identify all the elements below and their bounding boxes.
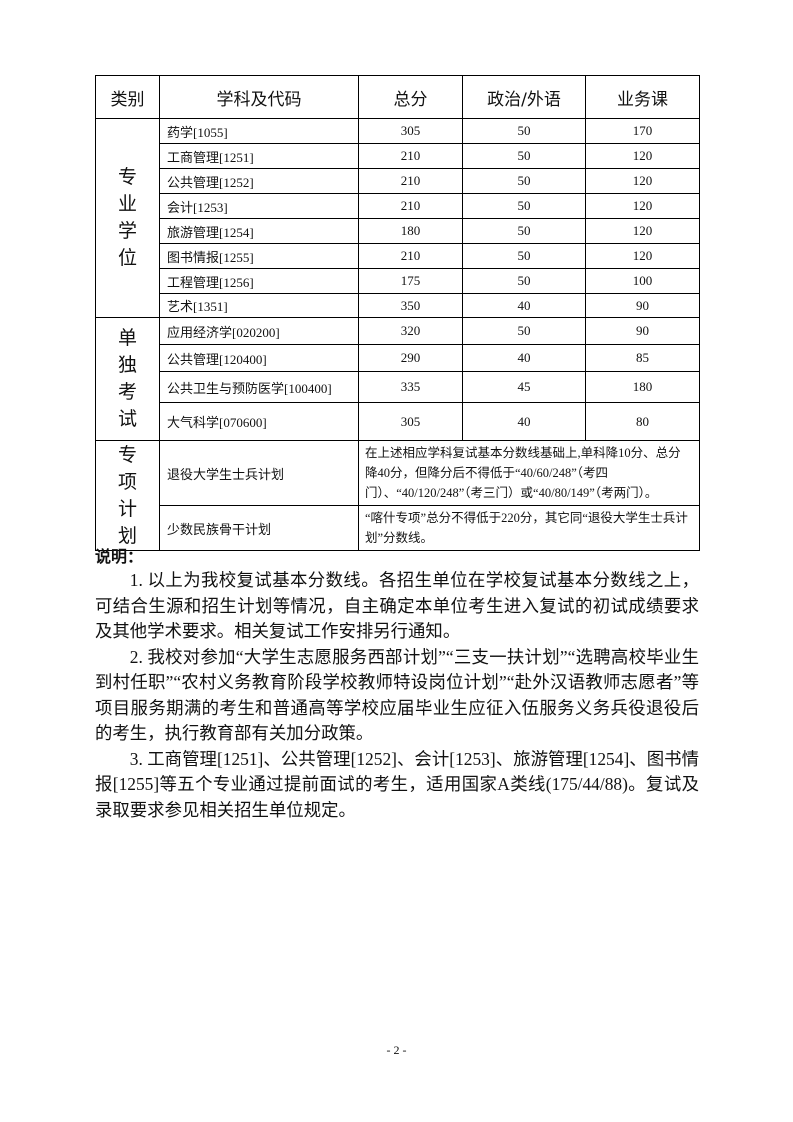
total-score-cell: 290	[358, 344, 463, 372]
table-row: 大气科学[070600] 305 40 80	[96, 402, 700, 441]
header-subject: 学科及代码	[159, 75, 359, 119]
table-row: 会计[1253] 210 50 120	[96, 193, 700, 219]
table-row: 公共管理[120400] 290 40 85	[96, 344, 700, 372]
category-char: 单	[117, 327, 137, 349]
category-char: 专	[117, 443, 137, 466]
table-row: 公共卫生与预防医学[100400] 335 45 180	[96, 371, 700, 403]
table-row: 图书情报[1255] 210 50 120	[96, 243, 700, 269]
header-politics-language: 政治/外语	[462, 75, 586, 119]
category-cell: 专业学位	[95, 118, 160, 318]
subject-cell: 药学[1055]	[159, 118, 359, 144]
major-course-cell: 180	[585, 371, 700, 403]
total-score-cell: 320	[358, 317, 463, 345]
note-item: 1. 以上为我校复试基本分数线。各招生单位在学校复试基本分数线之上，可结合生源和…	[95, 570, 699, 641]
page-number: - 2 -	[386, 1043, 407, 1057]
category-cell: 专项计划	[95, 440, 160, 551]
table-row: 专项计划退役大学生士兵计划 在上述相应学科复试基本分数线基础上,单科降10分、总分…	[95, 440, 700, 551]
table-row: 少数民族骨干计划 “喀什专项”总分不得低于220分，其它同“退役大学生士兵计划”分…	[96, 505, 700, 551]
table-row: 旅游管理[1254] 180 50 120	[96, 218, 700, 244]
subject-cell: 图书情报[1255]	[159, 243, 359, 269]
politics-language-cell: 50	[462, 143, 586, 169]
politics-language-cell: 50	[462, 193, 586, 219]
major-course-cell: 120	[585, 218, 700, 244]
category-char: 学	[117, 220, 137, 242]
category-char: 业	[117, 193, 137, 215]
subject-cell: 应用经济学[020200]	[159, 317, 359, 345]
major-course-cell: 120	[585, 243, 700, 269]
category-char: 试	[117, 408, 137, 430]
subject-cell: 公共卫生与预防医学[100400]	[159, 371, 359, 403]
table-row: 专业学位药学[1055] 305 50 170	[95, 118, 700, 318]
total-score-cell: 305	[358, 118, 463, 144]
major-course-cell: 100	[585, 268, 700, 294]
major-course-cell: 170	[585, 118, 700, 144]
major-course-cell: 90	[585, 317, 700, 345]
header-major-course: 业务课	[585, 75, 700, 119]
table-row: 公共管理[1252] 210 50 120	[96, 168, 700, 194]
politics-language-cell: 50	[462, 168, 586, 194]
total-score-cell: 210	[358, 143, 463, 169]
note-item: 2. 我校对参加“大学生志愿服务西部计划”“三支一扶计划”“选聘高校毕业生到村任…	[95, 646, 699, 744]
subject-cell: 公共管理[1252]	[159, 168, 359, 194]
category-char: 考	[117, 381, 137, 403]
subject-cell: 退役大学生士兵计划	[159, 440, 359, 506]
total-score-cell: 210	[358, 168, 463, 194]
category-char: 位	[117, 247, 137, 269]
subject-cell: 工商管理[1251]	[159, 143, 359, 169]
category-char: 独	[117, 354, 137, 376]
notes-heading: 说明：	[95, 547, 144, 566]
subject-cell: 少数民族骨干计划	[159, 505, 359, 551]
subject-cell: 大气科学[070600]	[159, 402, 359, 441]
table-row: 工程管理[1256] 175 50 100	[96, 268, 700, 294]
politics-language-cell: 50	[462, 118, 586, 144]
table-row: 艺术[1351] 350 40 90	[96, 293, 700, 318]
major-course-cell: 120	[585, 143, 700, 169]
subject-cell: 公共管理[120400]	[159, 344, 359, 372]
score-table: 类别 学科及代码 总分 政治/外语 业务课 专业学位药学[1055] 305 50 1…	[95, 75, 700, 551]
table-header-row: 类别 学科及代码 总分 政治/外语 业务课	[95, 75, 700, 119]
header-total: 总分	[358, 75, 463, 119]
subject-cell: 艺术[1351]	[159, 293, 359, 318]
total-score-cell: 180	[358, 218, 463, 244]
major-course-cell: 90	[585, 293, 700, 318]
total-score-cell: 335	[358, 371, 463, 403]
politics-language-cell: 40	[462, 402, 586, 441]
total-score-cell: 175	[358, 268, 463, 294]
subject-cell: 工程管理[1256]	[159, 268, 359, 294]
category-cell: 单独考试	[95, 317, 160, 441]
politics-language-cell: 50	[462, 218, 586, 244]
policy-note-cell: “喀什专项”总分不得低于220分，其它同“退役大学生士兵计划”分数线。	[358, 505, 700, 551]
politics-language-cell: 50	[462, 268, 586, 294]
subject-cell: 旅游管理[1254]	[159, 218, 359, 244]
header-category: 类别	[95, 75, 160, 119]
politics-language-cell: 50	[462, 317, 586, 345]
total-score-cell: 350	[358, 293, 463, 318]
note-item: 3. 工商管理[1251]、公共管理[1252]、会计[1253]、旅游管理[1…	[95, 748, 699, 820]
major-course-cell: 120	[585, 168, 700, 194]
politics-language-cell: 45	[462, 371, 586, 403]
table-row: 工商管理[1251] 210 50 120	[96, 143, 700, 169]
major-course-cell: 120	[585, 193, 700, 219]
politics-language-cell: 40	[462, 344, 586, 372]
policy-note-cell: 在上述相应学科复试基本分数线基础上,单科降10分、总分降40分，但降分后不得低于…	[358, 440, 700, 506]
politics-language-cell: 40	[462, 293, 586, 318]
total-score-cell: 210	[358, 193, 463, 219]
subject-cell: 会计[1253]	[159, 193, 359, 219]
politics-language-cell: 50	[462, 243, 586, 269]
category-char: 专	[117, 166, 137, 188]
category-char: 计	[117, 497, 137, 520]
major-course-cell: 80	[585, 402, 700, 441]
notes-section: 说明： 1. 以上为我校复试基本分数线。各招生单位在学校复试基本分数线之上，可结…	[95, 546, 699, 823]
table-row: 单独考试应用经济学[020200] 320 50 90	[95, 317, 700, 441]
category-char: 项	[117, 470, 137, 493]
total-score-cell: 305	[358, 402, 463, 441]
total-score-cell: 210	[358, 243, 463, 269]
category-char: 划	[117, 524, 137, 547]
major-course-cell: 85	[585, 344, 700, 372]
